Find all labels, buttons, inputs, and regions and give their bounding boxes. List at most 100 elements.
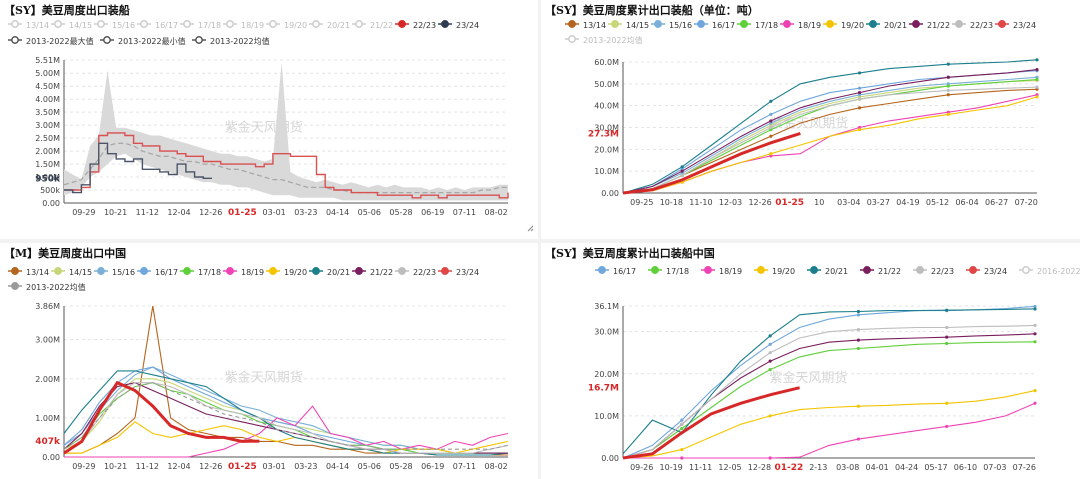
x-tick-label: 09-26	[630, 463, 653, 472]
x-tick-label: 03-23	[294, 462, 317, 471]
series-point	[769, 152, 773, 156]
legend-label: 17/18	[198, 268, 221, 277]
y-tick-label: 5.51M	[35, 56, 60, 65]
chart-title: 【SY】美豆周度出口装船	[4, 4, 130, 17]
legend-marker-22/23	[916, 266, 924, 274]
legend-marker-18/19	[704, 266, 712, 274]
series-point	[680, 418, 684, 422]
series-line-22/23	[64, 132, 509, 199]
legend-marker-21/22	[912, 20, 920, 28]
legend-label: 22/23	[970, 21, 993, 30]
x-tick-label: 03-23	[294, 208, 317, 217]
series-point	[945, 341, 949, 346]
legend-marker-19/20	[757, 266, 765, 274]
resize-grip-icon	[527, 225, 534, 232]
legend-label: 14/15	[626, 21, 649, 30]
x-tick-label: 07-26	[1013, 463, 1036, 472]
legend-marker-23/24	[998, 20, 1006, 28]
y-tick-label: 36.1M	[594, 302, 619, 311]
legend-label: 18/19	[798, 21, 821, 30]
series-point	[1033, 340, 1037, 344]
x-tick-label: 01-25	[775, 198, 804, 208]
legend-marker-18/19	[783, 20, 791, 28]
series-point	[768, 359, 772, 363]
legend-label: 19/20	[772, 267, 795, 276]
series-line-23/24	[622, 386, 800, 460]
x-tick-label: 07-11	[453, 208, 476, 217]
series-line-20/21	[622, 59, 1038, 194]
x-tick-label: 03-01	[263, 208, 286, 217]
legend-label: 17/18	[755, 21, 778, 30]
series-line-23/24	[64, 142, 212, 194]
series-point	[768, 367, 772, 372]
series-line-22/23	[622, 86, 1038, 194]
series-point	[680, 456, 684, 460]
legend-marker-13/14	[11, 267, 19, 275]
chart-svg: 13/14 14/15 15/16 16/17 17/18 18/19 19/20 20/21…	[8, 267, 509, 472]
series-point	[768, 342, 772, 346]
series-point	[857, 90, 862, 95]
y-tick-label: 0.00	[42, 199, 60, 208]
legend-label: 21/22	[370, 268, 393, 277]
y-tick-label: 4.00M	[35, 95, 60, 104]
y-tick-label: 0.00	[601, 189, 619, 198]
legend-marker-20/21	[869, 20, 877, 28]
x-tick-label: 03-01	[263, 462, 286, 471]
legend-marker-18/19	[226, 20, 234, 28]
chart-svg: 13/14 14/15 15/16 16/17 17/18 18/19 19/20 20/21…	[565, 20, 1039, 208]
y-tick-label: 50.0M	[594, 80, 619, 89]
legend-label: 23/24	[456, 268, 479, 277]
legend-marker-19/20	[269, 20, 277, 28]
series-point	[945, 401, 949, 405]
x-tick-label: 01-22	[774, 463, 803, 473]
legend-label: 20/21	[327, 268, 350, 277]
series-point	[680, 169, 684, 173]
series-line-21/22	[622, 69, 1038, 194]
series-point	[680, 426, 684, 431]
legend-label: 15/16	[669, 21, 692, 30]
x-tick-label: 12-26	[199, 208, 222, 217]
legend-label: 16/17	[155, 268, 178, 277]
y-tick-label: 0.00	[601, 454, 619, 463]
x-tick-label: 09-25	[630, 198, 653, 207]
legend-label: 21/22	[370, 21, 393, 30]
series-point	[768, 351, 772, 355]
y-tick-label: 3.50M	[35, 108, 60, 117]
chart-title: 【SY】美豆周度累计出口装船（单位：吨）	[545, 4, 759, 17]
legend-label: 16/17	[613, 267, 636, 276]
series-point	[768, 456, 772, 460]
series-point	[946, 75, 950, 79]
x-tick-label: 12-03	[719, 198, 742, 207]
series-point	[856, 309, 861, 314]
series-point	[945, 308, 949, 312]
series-point	[1033, 304, 1037, 309]
watermark: 紫金天风期货	[769, 370, 847, 386]
series-point	[857, 128, 862, 132]
series-point	[769, 125, 773, 130]
series-line-22/23	[63, 382, 509, 454]
series-line-17/18	[622, 341, 1036, 459]
chart-svg: 13/14 14/15 15/16 16/17 17/18 18/19 19/20 20/21…	[8, 20, 534, 232]
watermark: 紫金天风期货	[225, 370, 303, 386]
x-tick-label: 03-08	[836, 463, 859, 472]
series-point	[856, 346, 861, 351]
last-value-label: 950k	[35, 174, 61, 184]
series-point	[856, 327, 861, 332]
legend-marker-2013-2022均值	[195, 36, 203, 44]
legend-label: 21/22	[927, 21, 950, 30]
series-line-2013-2022均值	[63, 382, 509, 450]
x-tick-label: 08-02	[485, 462, 508, 471]
legend-label: 14/15	[69, 268, 92, 277]
series-point	[945, 424, 949, 429]
x-tick-label: 05-06	[358, 208, 381, 217]
x-tick-label: 10-19	[660, 463, 683, 472]
series-point	[946, 112, 950, 116]
series-line-19/20	[622, 390, 1036, 459]
x-tick-label: 11-12	[136, 208, 159, 217]
legend-label: 18/19	[241, 268, 264, 277]
legend-marker-14/15	[54, 267, 62, 275]
legend-marker-23/24	[441, 267, 449, 275]
legend-marker-17/18	[651, 266, 659, 274]
x-tick-label: 10-21	[104, 462, 127, 471]
x-tick-label: 11-11	[689, 463, 712, 472]
